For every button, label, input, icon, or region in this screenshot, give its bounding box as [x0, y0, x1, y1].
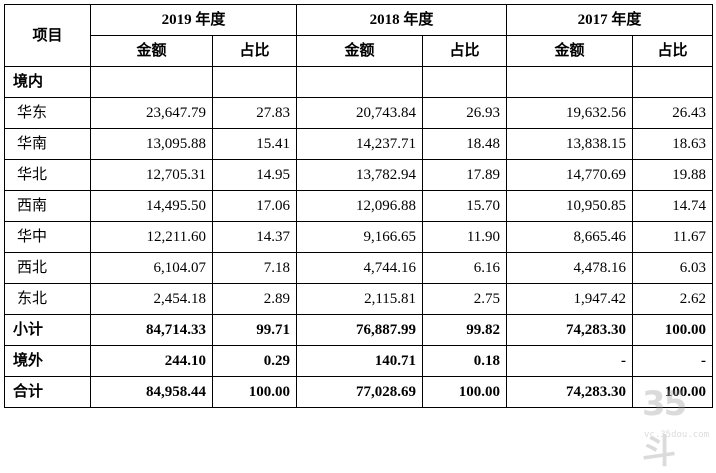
header-year-2019: 2019 年度 — [89, 4, 298, 36]
amount-cell: 2,454.18 — [90, 283, 213, 315]
header-amount: 金额 — [296, 35, 424, 67]
ratio-cell: 11.67 — [632, 221, 714, 253]
ratio-cell: 14.74 — [632, 190, 714, 222]
amount-cell: 8,665.46 — [506, 221, 634, 253]
amount-cell: 13,782.94 — [296, 159, 424, 191]
header-amount: 金额 — [90, 35, 213, 67]
ratio-cell: 14.37 — [211, 221, 298, 253]
region-label: 华东 — [4, 97, 91, 129]
region-label: 华北 — [4, 159, 91, 191]
ratio-cell: - — [632, 345, 714, 377]
amount-cell: 12,211.60 — [90, 221, 213, 253]
amount-cell: 23,647.79 — [90, 97, 213, 129]
amount-cell: 2,115.81 — [296, 283, 424, 315]
document-page: 项目 2019 年度 2018 年度 2017 年度 金额 占比 金额 占比 金… — [4, 4, 714, 472]
amount-cell: 10,950.85 — [506, 190, 634, 222]
ratio-cell: 18.48 — [422, 128, 508, 160]
ratio-cell: 0.18 — [422, 345, 508, 377]
region-label: 东北 — [4, 283, 91, 315]
ratio-cell: 100.00 — [211, 376, 298, 408]
ratio-cell: 17.89 — [422, 159, 508, 191]
header-ratio: 占比 — [211, 35, 298, 67]
header-year-2017: 2017 年度 — [506, 4, 714, 36]
amount-cell: 84,958.44 — [90, 376, 213, 408]
overseas-label: 境外 — [4, 345, 91, 377]
ratio-cell: 99.71 — [211, 314, 298, 346]
watermark-site: vc.35dou.com — [644, 430, 710, 440]
header-year-2018: 2018 年度 — [296, 4, 508, 36]
amount-cell: 20,743.84 — [296, 97, 424, 129]
ratio-cell: 27.83 — [211, 97, 298, 129]
subtotal-label: 小计 — [4, 314, 91, 346]
amount-cell: 9,166.65 — [296, 221, 424, 253]
total-label: 合计 — [4, 376, 91, 408]
amount-cell: 14,495.50 — [90, 190, 213, 222]
ratio-cell: 11.90 — [422, 221, 508, 253]
overseas-row: 境外 244.10 0.29 140.71 0.18 - - — [4, 345, 714, 377]
ratio-cell: 7.18 — [211, 252, 298, 284]
amount-cell: 140.71 — [296, 345, 424, 377]
table-row: 华南 13,095.88 15.41 14,237.71 18.48 13,83… — [4, 128, 714, 160]
total-row: 合计 84,958.44 100.00 77,028.69 100.00 74,… — [4, 376, 714, 408]
region-label: 华南 — [4, 128, 91, 160]
table-row: 东北 2,454.18 2.89 2,115.81 2.75 1,947.42 … — [4, 283, 714, 315]
ratio-cell: 2.75 — [422, 283, 508, 315]
amount-cell: 13,095.88 — [90, 128, 213, 160]
amount-cell: 84,714.33 — [90, 314, 213, 346]
table-row: 西南 14,495.50 17.06 12,096.88 15.70 10,95… — [4, 190, 714, 222]
amount-cell: 14,770.69 — [506, 159, 634, 191]
amount-cell: 4,478.16 — [506, 252, 634, 284]
amount-cell: 19,632.56 — [506, 97, 634, 129]
ratio-cell: 6.03 — [632, 252, 714, 284]
amount-cell: - — [506, 345, 634, 377]
amount-cell: 12,705.31 — [90, 159, 213, 191]
ratio-cell: 100.00 — [632, 314, 714, 346]
ratio-cell: 0.29 — [211, 345, 298, 377]
amount-cell: 74,283.30 — [506, 376, 634, 408]
amount-cell: 74,283.30 — [506, 314, 634, 346]
ratio-cell: 6.16 — [422, 252, 508, 284]
region-label: 西南 — [4, 190, 91, 222]
amount-cell: 13,838.15 — [506, 128, 634, 160]
ratio-cell: 2.62 — [632, 283, 714, 315]
amount-cell: 244.10 — [90, 345, 213, 377]
ratio-cell: 26.93 — [422, 97, 508, 129]
amount-cell: 12,096.88 — [296, 190, 424, 222]
header-amount: 金额 — [506, 35, 634, 67]
amount-cell: 14,237.71 — [296, 128, 424, 160]
ratio-cell: 14.95 — [211, 159, 298, 191]
region-label: 西北 — [4, 252, 91, 284]
ratio-cell: 17.06 — [211, 190, 298, 222]
amount-cell: 4,744.16 — [296, 252, 424, 284]
table-row: 西北 6,104.07 7.18 4,744.16 6.16 4,478.16 … — [4, 252, 714, 284]
header-ratio: 占比 — [422, 35, 508, 67]
ratio-cell: 100.00 — [422, 376, 508, 408]
amount-cell: 77,028.69 — [296, 376, 424, 408]
header-row-years: 项目 2019 年度 2018 年度 2017 年度 — [4, 4, 714, 67]
ratio-cell: 19.88 — [632, 159, 714, 191]
table-row: 华北 12,705.31 14.95 13,782.94 17.89 14,77… — [4, 159, 714, 191]
ratio-cell: 26.43 — [632, 97, 714, 129]
amount-cell: 76,887.99 — [296, 314, 424, 346]
ratio-cell: 100.00 — [632, 376, 714, 408]
amount-cell: 6,104.07 — [90, 252, 213, 284]
ratio-cell: 99.82 — [422, 314, 508, 346]
table-row: 华中 12,211.60 14.37 9,166.65 11.90 8,665.… — [4, 221, 714, 253]
section-row-domestic: 境内 — [4, 66, 714, 98]
header-item: 项目 — [4, 4, 91, 67]
table-row: 华东 23,647.79 27.83 20,743.84 26.93 19,63… — [4, 97, 714, 129]
region-label: 华中 — [4, 221, 91, 253]
regional-revenue-table: 项目 2019 年度 2018 年度 2017 年度 金额 占比 金额 占比 金… — [4, 4, 714, 408]
header-row-metrics: 金额 占比 金额 占比 金额 占比 — [5, 35, 714, 67]
ratio-cell: 15.70 — [422, 190, 508, 222]
ratio-cell: 15.41 — [211, 128, 298, 160]
section-label: 境内 — [4, 66, 91, 98]
subtotal-row: 小计 84,714.33 99.71 76,887.99 99.82 74,28… — [4, 314, 714, 346]
ratio-cell: 2.89 — [211, 283, 298, 315]
header-ratio: 占比 — [632, 35, 714, 67]
ratio-cell: 18.63 — [632, 128, 714, 160]
amount-cell: 1,947.42 — [506, 283, 634, 315]
